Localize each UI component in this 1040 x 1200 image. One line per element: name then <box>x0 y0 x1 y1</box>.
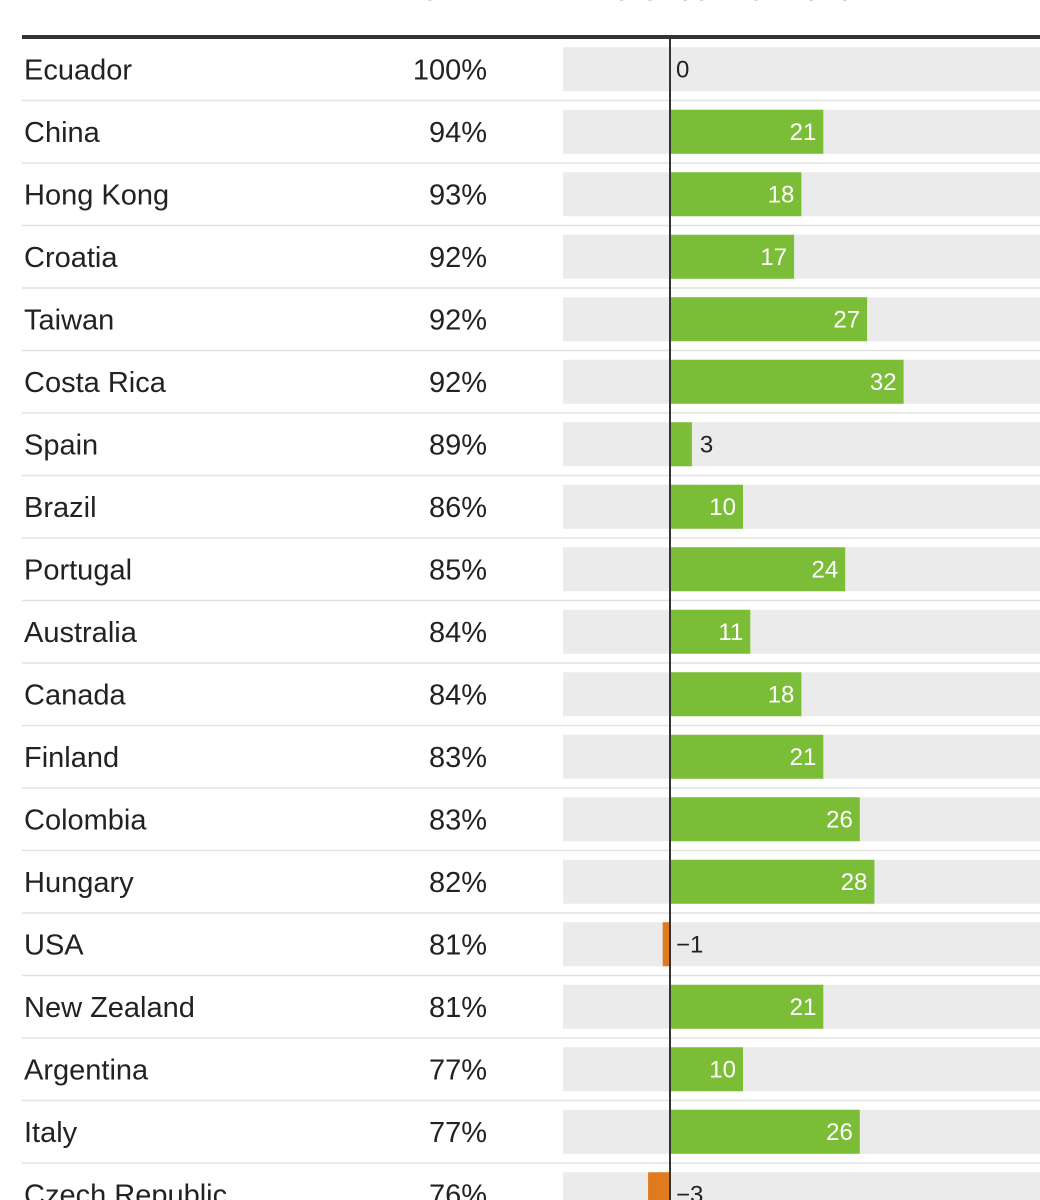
bar-track <box>563 922 1040 967</box>
difference-bar <box>670 172 802 217</box>
value-2021-label: 83% <box>429 804 487 836</box>
difference-label: 27 <box>833 306 860 333</box>
difference-label: 17 <box>760 244 787 271</box>
difference-bar <box>670 609 751 654</box>
difference-bar <box>670 859 875 904</box>
value-2021-label: 89% <box>429 429 487 461</box>
difference-bar <box>670 984 824 1029</box>
value-2021-label: 77% <box>429 1054 487 1086</box>
value-2021-label: 86% <box>429 492 487 524</box>
bar-track <box>563 1172 1040 1200</box>
country-label: USA <box>24 929 84 961</box>
difference-label: 21 <box>790 744 817 771</box>
country-label: Ecuador <box>24 54 132 86</box>
country-label: Spain <box>24 429 98 461</box>
country-label: Hungary <box>24 867 134 899</box>
difference-label: 11 <box>718 619 743 646</box>
value-2021-label: 92% <box>429 242 487 274</box>
country-label: Australia <box>24 617 138 649</box>
difference-label: 0 <box>676 56 689 83</box>
difference-bar <box>662 922 670 967</box>
country-label: New Zealand <box>24 992 195 1024</box>
difference-label: 3 <box>700 431 713 458</box>
value-2021-label: 81% <box>429 992 487 1024</box>
bar-track <box>563 422 1040 467</box>
bar-track <box>563 609 1040 654</box>
value-2021-label: 83% <box>429 742 487 774</box>
value-2021-label: 82% <box>429 867 487 899</box>
country-label: Finland <box>24 742 119 774</box>
difference-label: 18 <box>768 181 795 208</box>
bar-track <box>563 172 1040 217</box>
country-label: Czech Republic <box>24 1179 227 1200</box>
difference-bar <box>670 734 824 779</box>
difference-bar <box>670 109 824 154</box>
value-2021-label: 92% <box>429 304 487 336</box>
bar-track <box>563 484 1040 529</box>
difference-label: −3 <box>676 1181 703 1200</box>
country-label: Canada <box>24 679 126 711</box>
country-label: Croatia <box>24 242 118 274</box>
value-2021-label: 93% <box>429 179 487 211</box>
country-label: Colombia <box>24 804 147 836</box>
country-label: Costa Rica <box>24 367 167 399</box>
value-2021-label: 84% <box>429 617 487 649</box>
value-2021-label: 94% <box>429 117 487 149</box>
header-rule <box>22 35 1040 39</box>
value-2021-label: 84% <box>429 679 487 711</box>
value-2021-label: 100% <box>413 54 487 86</box>
difference-bar <box>670 359 904 404</box>
difference-bar <box>670 484 743 529</box>
difference-bar <box>670 297 868 342</box>
column-header-difference: Difference with 2020 <box>563 0 853 8</box>
difference-bar <box>670 234 795 279</box>
value-2021-label: 77% <box>429 1117 487 1149</box>
country-label: China <box>24 117 101 149</box>
difference-bar <box>670 1047 743 1092</box>
difference-bar <box>670 422 692 467</box>
country-label: Brazil <box>24 492 97 524</box>
bar-track <box>563 672 1040 717</box>
column-header-2021: 2021 <box>405 0 472 8</box>
difference-bar <box>670 797 860 842</box>
difference-label: 26 <box>826 806 853 833</box>
country-label: Italy <box>24 1117 78 1149</box>
difference-label: 28 <box>841 869 868 896</box>
bar-track <box>563 1047 1040 1092</box>
difference-label: 10 <box>709 1056 736 1083</box>
difference-label: 21 <box>790 994 817 1021</box>
bar-track <box>563 47 1040 92</box>
country-label: Argentina <box>24 1054 149 1086</box>
bar-track <box>563 234 1040 279</box>
difference-label: 18 <box>768 681 795 708</box>
difference-label: 32 <box>870 369 897 396</box>
value-2021-label: 92% <box>429 367 487 399</box>
difference-label: 10 <box>709 494 736 521</box>
difference-bar <box>670 1109 860 1154</box>
value-2021-label: 85% <box>429 554 487 586</box>
country-label: Taiwan <box>24 304 114 336</box>
value-2021-label: 76% <box>429 1179 487 1200</box>
country-label: Hong Kong <box>24 179 169 211</box>
difference-label: 21 <box>790 119 817 146</box>
difference-label: 24 <box>811 556 838 583</box>
difference-bar <box>648 1172 670 1200</box>
difference-label: −1 <box>676 931 703 958</box>
value-2021-label: 81% <box>429 929 487 961</box>
difference-bar <box>670 672 802 717</box>
difference-bar <box>670 547 846 592</box>
difference-label: 26 <box>826 1119 853 1146</box>
country-label: Portugal <box>24 554 132 586</box>
